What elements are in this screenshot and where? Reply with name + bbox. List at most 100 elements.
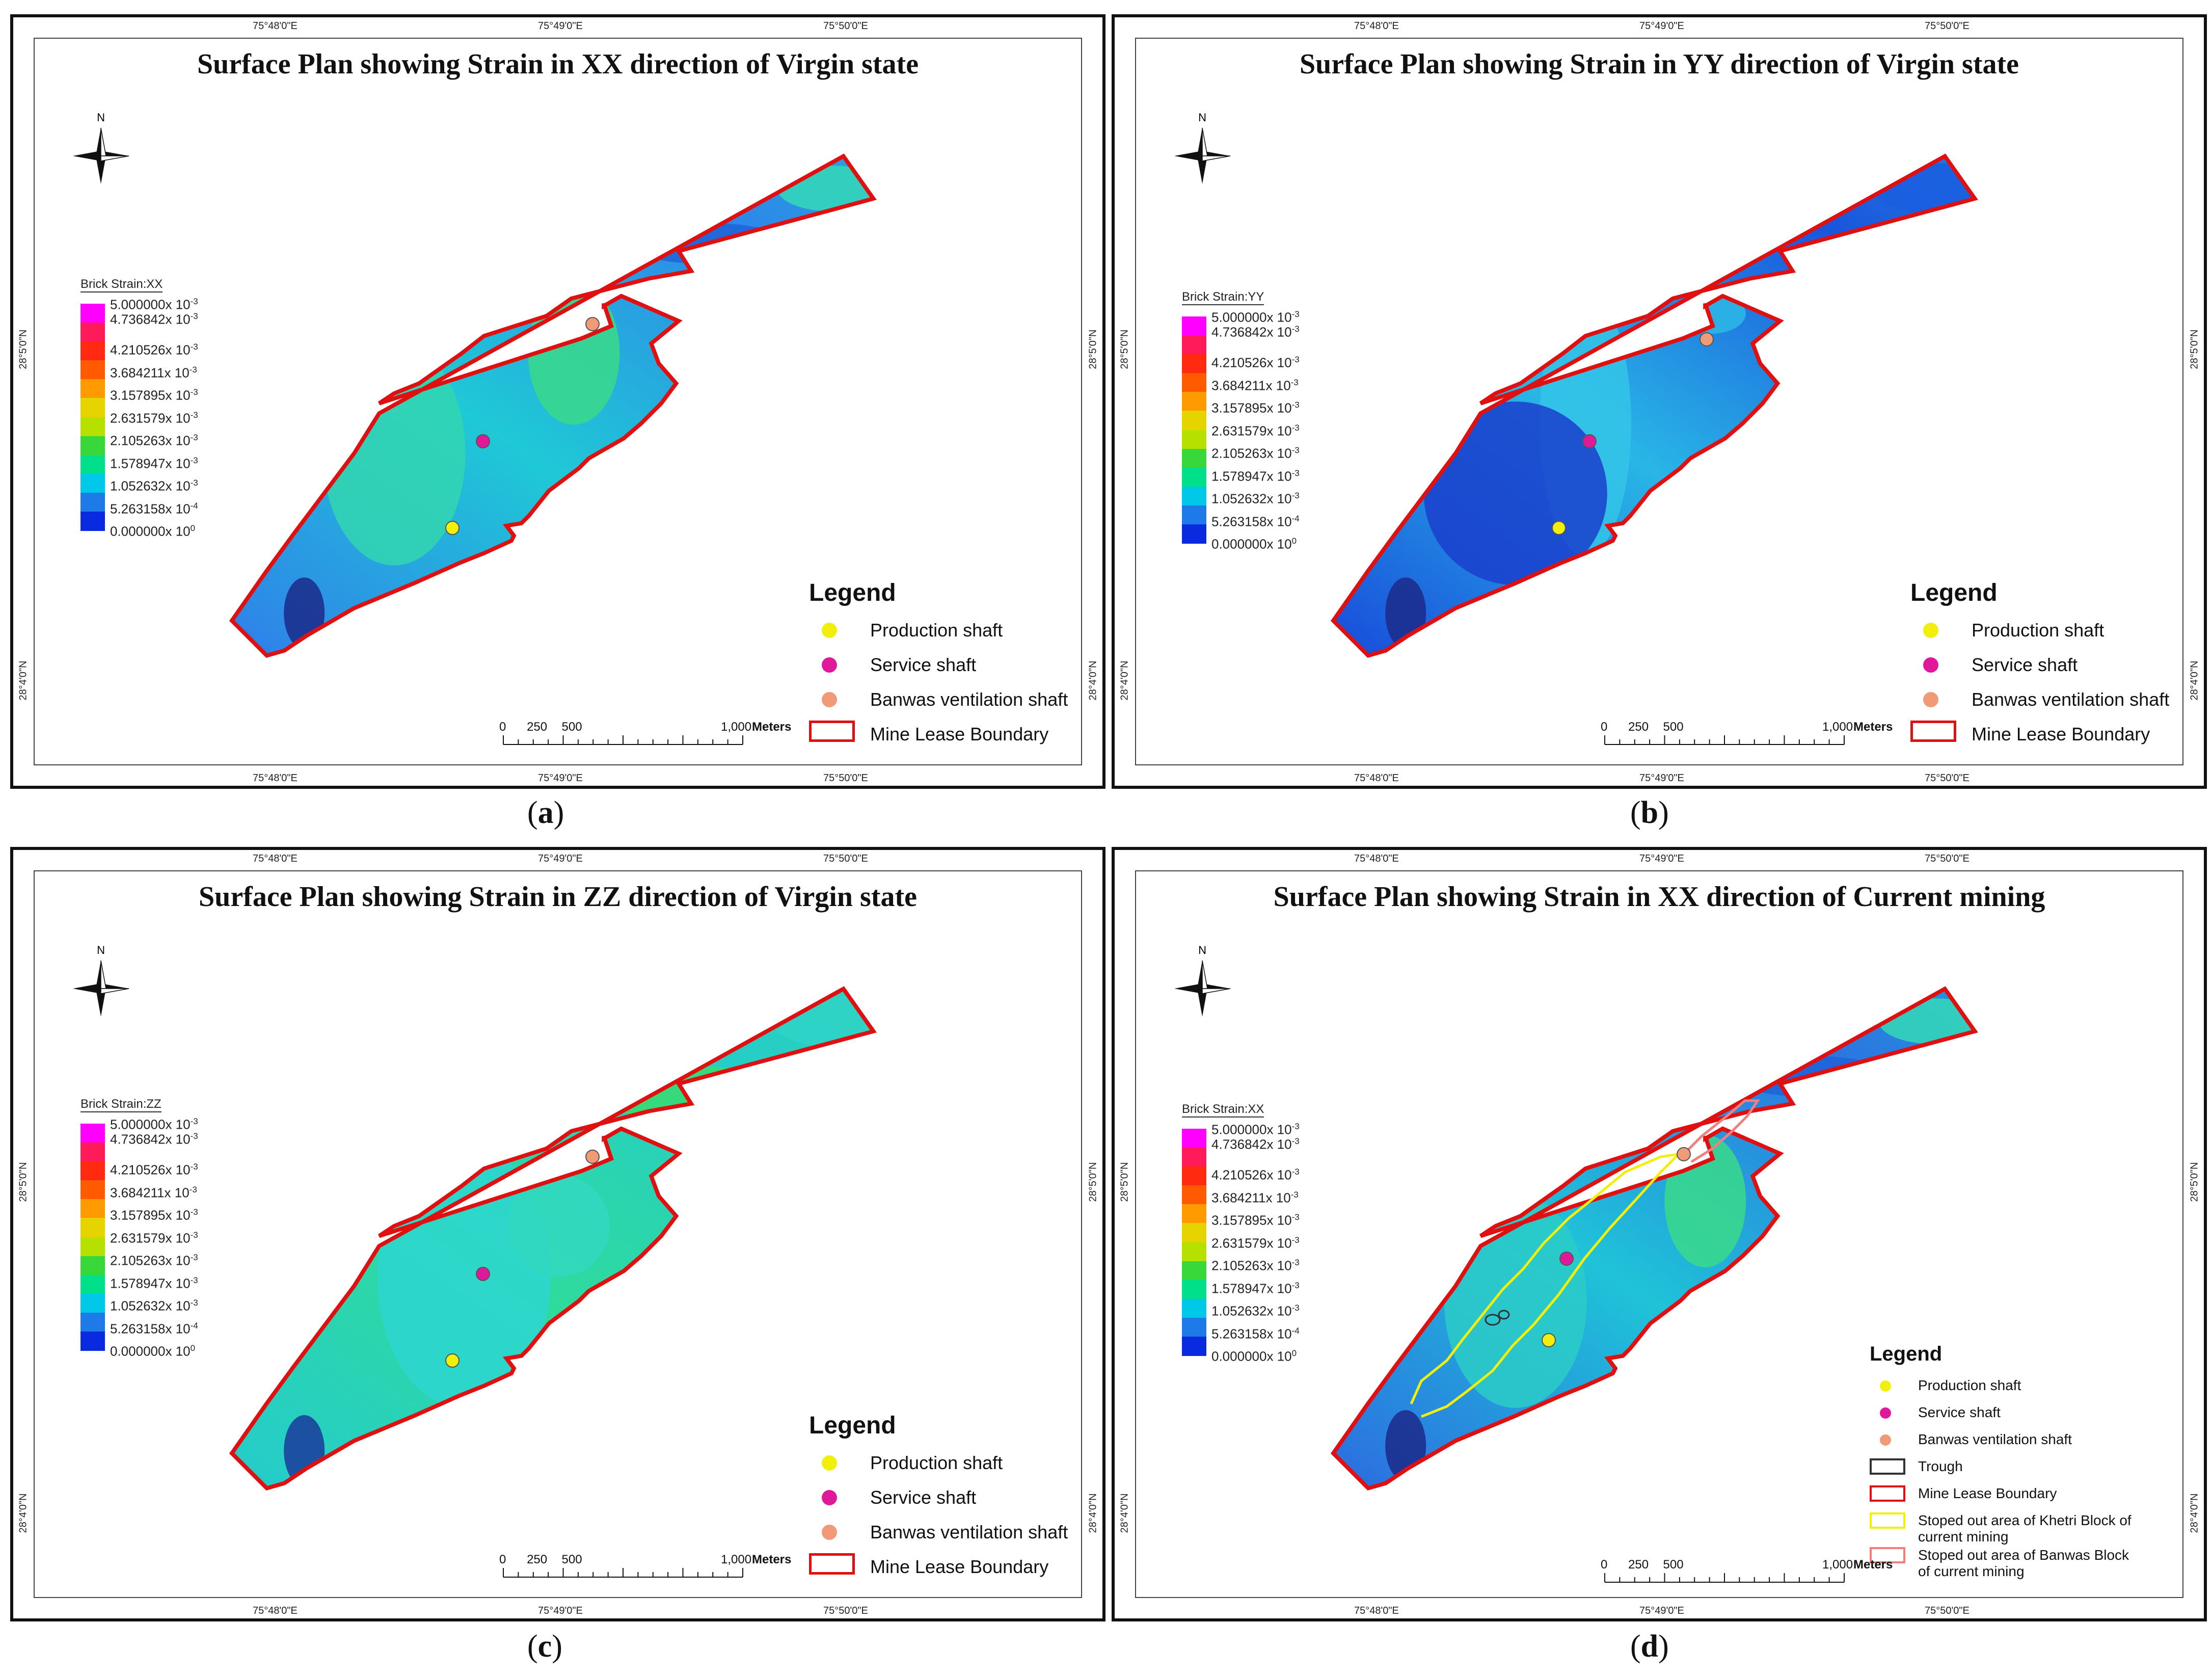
colorbar-label: 1.578947x 10-3 (1211, 1280, 1300, 1296)
colorbar-label: 4.210526x 10-3 (110, 342, 198, 358)
strain-blob (508, 1175, 610, 1277)
legend-item-label: Mine Lease Boundary (1918, 1485, 2057, 1501)
legend-title: Legend (1910, 579, 1998, 606)
colorbar-swatch (1182, 335, 1206, 355)
legend-symbol-rect (1870, 1512, 1905, 1529)
colorbar-swatch (1182, 486, 1206, 506)
scale-bar-label: 500 (561, 720, 582, 734)
graticule-bottom-label: 75°49'0"E (1639, 773, 1684, 784)
colorbar-swatch (1182, 505, 1206, 525)
map-panel-d: 75°48'0"E 75°49'0"E 75°50'0"E 75°48'0"E 75°4… (1112, 847, 2207, 1621)
stoped-area-khetri (1410, 1152, 1683, 1418)
colorbar-label: 1.052632x 10-3 (110, 478, 198, 494)
north-arrow: N (1174, 944, 1231, 1017)
scale-bar-label: 0 (1601, 720, 1608, 734)
service-shaft (1582, 434, 1597, 448)
colorbar-label: 2.631579x 10-3 (110, 1230, 198, 1246)
mine-lease-boundary (1330, 153, 1978, 658)
scale-bar-label: 250 (1628, 720, 1649, 734)
scale-bar-unit: Meters (752, 1553, 792, 1566)
colorbar-swatch (80, 398, 105, 418)
scale-bar (503, 735, 743, 745)
graticule-top-label: 75°48'0"E (1354, 853, 1399, 864)
colorbar-label: 2.105263x 10-3 (110, 433, 198, 448)
legend-symbol-dot (822, 1525, 837, 1540)
scale-bar-label: 1,000 (721, 720, 752, 734)
colorbar-label: 2.105263x 10-3 (1211, 1258, 1300, 1273)
scale-bar (503, 1568, 743, 1578)
colorbar-label: 1.052632x 10-3 (110, 1298, 198, 1314)
colorbar-label: 2.105263x 10-3 (1211, 445, 1300, 461)
colorbar-label: 3.684211x 10-3 (1211, 377, 1299, 393)
colorbar-swatch (1182, 430, 1206, 449)
map-title: Surface Plan showing Strain in XX direct… (197, 48, 919, 80)
colorbar-label: 4.210526x 10-3 (1211, 355, 1300, 370)
colorbar-label: 5.263158x 10-4 (1211, 1325, 1300, 1342)
legend-title: Legend (809, 1412, 896, 1439)
scale-bar-unit: Meters (1853, 720, 1893, 734)
colorbar-label: 4.736842x 10-3 (110, 311, 198, 327)
colorbar-swatch (1182, 1317, 1206, 1337)
trough (1485, 1314, 1501, 1326)
strain-blob (322, 341, 466, 566)
legend-item-label: Stoped out area of Khetri Block of curren… (1918, 1512, 2132, 1545)
strain-blob (1874, 163, 1975, 215)
graticule-bottom-label: 75°50'0"E (823, 1605, 868, 1616)
colorbar-swatch (1182, 524, 1206, 544)
scale-bar-label: 1,000 (1822, 1558, 1853, 1572)
colorbar-label: 5.000000x 10-3 (110, 297, 198, 312)
legend-symbol-dot (1923, 623, 1938, 638)
graticule-left-label: 28°4'0"N (1119, 1493, 1130, 1533)
colorbar-swatch (80, 1218, 105, 1238)
colorbar-swatch (80, 1237, 105, 1257)
north-label: N (1198, 944, 1206, 956)
colorbar-label: 1.052632x 10-3 (1211, 491, 1300, 507)
banwas-ventilation-shaft (1700, 332, 1714, 347)
scale-bar-label: 250 (1628, 1558, 1649, 1572)
map-panel-a: 75°48'0"E 75°49'0"E 75°50'0"E 75°48'0"E 75°4… (10, 14, 1105, 789)
map-frame: Surface Plan showing Strain in ZZ direct… (34, 870, 1082, 1598)
legend-item-label: Banwas ventilation shaft (870, 689, 1068, 710)
service-shaft (476, 1267, 490, 1281)
graticule-bottom-label: 75°48'0"E (1354, 773, 1399, 784)
colorbar-label: 1.578947x 10-3 (1211, 468, 1300, 484)
colorbar-swatch (1182, 1129, 1206, 1149)
strain-blob (772, 996, 874, 1047)
colorbar-label: 1.052632x 10-3 (1211, 1303, 1300, 1319)
legend-item-label: Mine Lease Boundary (870, 1556, 1049, 1577)
strain-blob (1423, 402, 1607, 585)
legend-symbol-dot (1880, 1380, 1891, 1392)
legend-symbol-dot (1923, 657, 1938, 673)
legend-symbol-dot (822, 1490, 837, 1505)
colorbar-label: 5.263158x 10-4 (110, 1320, 198, 1337)
legend-item-label: Service shaft (870, 1487, 977, 1508)
production-shaft (445, 521, 460, 535)
colorbar-label: 5.263158x 10-4 (1211, 513, 1300, 529)
legend-symbol-rect (1870, 1547, 1905, 1563)
legend-symbol-dot (1880, 1434, 1891, 1446)
legend-item-label: Production shaft (1972, 620, 2105, 641)
graticule-top-label: 75°49'0"E (1639, 853, 1684, 864)
graticule-bottom-label: 75°49'0"E (538, 1605, 583, 1616)
colorbar-label: 0.000000x 100 (110, 1343, 196, 1359)
north-arrow: N (73, 944, 129, 1017)
colorbar-label: 4.210526x 10-3 (110, 1162, 198, 1178)
legend-symbol-dot (822, 623, 837, 638)
map-panel-c: 75°48'0"E 75°49'0"E 75°50'0"E 75°48'0"E 75°4… (10, 847, 1105, 1621)
colorbar-label: 5.000000x 10-3 (1211, 309, 1300, 325)
colorbar-label: 3.684211x 10-3 (1211, 1189, 1299, 1206)
scale-bar-label: 500 (1663, 720, 1684, 734)
graticule-bottom-label: 75°48'0"E (253, 1605, 298, 1616)
legend-symbol-dot (822, 1455, 837, 1471)
legend-symbol-rect (809, 721, 855, 742)
legend-symbol-dot (1923, 692, 1938, 707)
colorbar-swatch (1182, 1242, 1206, 1262)
panel-caption: (d) (1630, 1629, 1669, 1664)
colorbar-label: 4.210526x 10-3 (1211, 1167, 1300, 1183)
colorbar-swatch (80, 1293, 105, 1313)
graticule-top-label: 75°50'0"E (823, 20, 868, 32)
scale-bar-label: 500 (1663, 1558, 1684, 1572)
map-title: Surface Plan showing Strain in XX direct… (1273, 881, 2045, 913)
graticule-left-label: 28°5'0"N (1119, 1162, 1130, 1202)
mine-lease-boundary (229, 153, 877, 658)
